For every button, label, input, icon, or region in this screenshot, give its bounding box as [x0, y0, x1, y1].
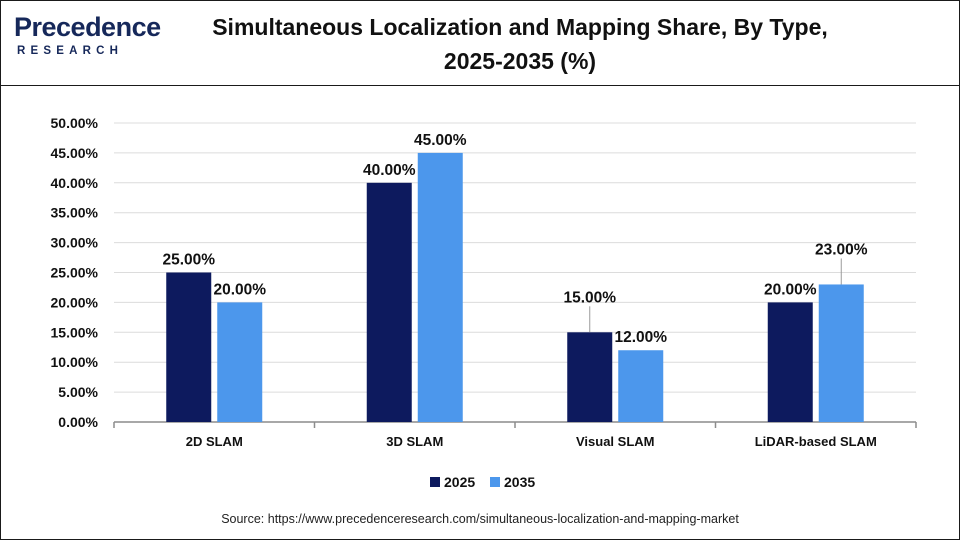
y-tick-label: 0.00%	[58, 414, 98, 430]
header: Precedence RESEARCH Simultaneous Localiz…	[0, 0, 960, 86]
bar-2035	[217, 302, 263, 422]
x-tick-label: 3D SLAM	[386, 434, 443, 449]
bar-2025	[166, 272, 212, 422]
x-tick-label: Visual SLAM	[576, 434, 655, 449]
source-note: Source: https://www.precedenceresearch.c…	[221, 512, 739, 526]
bar-2025	[767, 302, 813, 422]
bar-2025	[366, 182, 412, 422]
bar-2035	[417, 152, 463, 422]
data-label: 45.00%	[414, 132, 467, 149]
y-tick-label: 5.00%	[58, 384, 98, 400]
y-tick-label: 15.00%	[51, 324, 99, 340]
chart-title-line-1: Simultaneous Localization and Mapping Sh…	[212, 14, 828, 40]
y-tick-label: 10.00%	[51, 354, 99, 370]
logo-name: Precedence	[14, 12, 161, 42]
x-tick-label: 2D SLAM	[186, 434, 243, 449]
logo-subtitle: RESEARCH	[17, 45, 124, 57]
y-tick-label: 20.00%	[51, 294, 99, 310]
data-label: 23.00%	[815, 241, 868, 258]
data-label: 25.00%	[162, 252, 215, 269]
y-tick-label: 40.00%	[51, 175, 99, 191]
y-tick-label: 35.00%	[51, 205, 99, 221]
bar-2035	[818, 284, 864, 422]
bar-2035	[618, 350, 664, 422]
y-tick-label: 45.00%	[51, 145, 99, 161]
chart-title: Simultaneous Localization and Mapping Sh…	[190, 10, 850, 78]
data-label: 12.00%	[614, 329, 667, 346]
data-label: 20.00%	[764, 281, 817, 298]
legend-swatch-2035	[490, 477, 500, 487]
bar-2025	[567, 332, 613, 422]
y-tick-label: 30.00%	[51, 235, 99, 251]
legend-swatch-2025	[430, 477, 440, 487]
data-label: 15.00%	[563, 289, 616, 306]
y-tick-label: 25.00%	[51, 265, 99, 281]
chart-title-line-2: 2025-2035 (%)	[443, 48, 597, 74]
y-tick-label: 50.00%	[51, 115, 99, 131]
legend-label-2035: 2035	[504, 474, 535, 490]
company-logo: Precedence RESEARCH	[14, 12, 164, 72]
data-label: 40.00%	[363, 162, 416, 179]
x-tick-label: LiDAR-based SLAM	[755, 434, 877, 449]
data-label: 20.00%	[213, 281, 266, 298]
legend-label-2025: 2025	[444, 474, 475, 490]
